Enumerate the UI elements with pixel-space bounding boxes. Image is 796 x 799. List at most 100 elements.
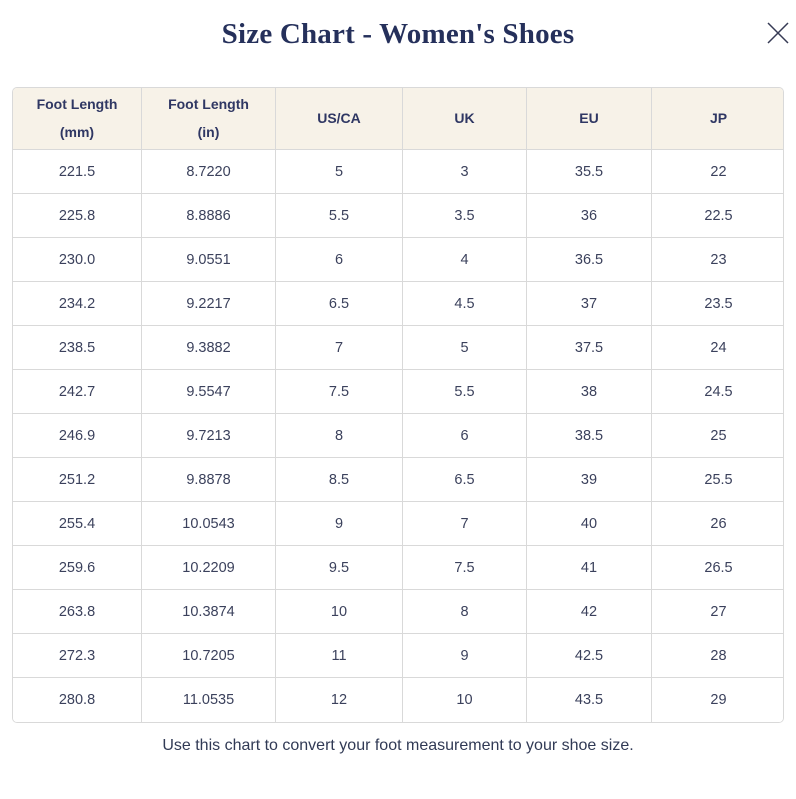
table-cell: 23.5	[652, 282, 783, 326]
table-cell: 9.5547	[142, 370, 276, 414]
table-cell: 9.8878	[142, 458, 276, 502]
table-cell: 9.3882	[142, 326, 276, 370]
table-cell: 10.3874	[142, 590, 276, 634]
table-cell: 230.0	[13, 238, 142, 282]
header-label: JP	[709, 109, 728, 126]
table-cell: 221.5	[13, 150, 142, 194]
table-cell: 24.5	[652, 370, 783, 414]
size-chart-dialog: { "dialog": { "title": "Size Chart - Wom…	[0, 18, 796, 799]
table-row: 280.8 11.0535 12 10 43.5 29	[13, 678, 783, 722]
table-cell: 8.8886	[142, 194, 276, 238]
table-row: 221.5 8.7220 5 3 35.5 22	[13, 150, 783, 194]
table-cell: 238.5	[13, 326, 142, 370]
table-cell: 41	[527, 546, 652, 590]
table-cell: 10.2209	[142, 546, 276, 590]
table-cell: 36	[527, 194, 652, 238]
table-cell: 259.6	[13, 546, 142, 590]
close-icon	[766, 21, 790, 45]
table-body: 221.5 8.7220 5 3 35.5 22 225.8 8.8886 5.5 3.5 36 22…	[13, 150, 783, 722]
table-row: 246.9 9.7213 8 6 38.5 25	[13, 414, 783, 458]
size-chart-table-container: Foot Length (mm) Foot Length (in) US/CA …	[12, 87, 784, 723]
table-cell: 225.8	[13, 194, 142, 238]
table-cell: 3.5	[403, 194, 527, 238]
table-cell: 8	[403, 590, 527, 634]
table-cell: 8.7220	[142, 150, 276, 194]
table-cell: 5.5	[276, 194, 403, 238]
table-cell: 5	[403, 326, 527, 370]
table-cell: 10	[403, 678, 527, 722]
table-cell: 6	[276, 238, 403, 282]
column-header-foot-length-mm: Foot Length (mm)	[13, 88, 142, 150]
table-cell: 10	[276, 590, 403, 634]
table-cell: 4.5	[403, 282, 527, 326]
table-row: 238.5 9.3882 7 5 37.5 24	[13, 326, 783, 370]
table-cell: 22.5	[652, 194, 783, 238]
table-cell: 22	[652, 150, 783, 194]
table-row: 234.2 9.2217 6.5 4.5 37 23.5	[13, 282, 783, 326]
table-cell: 27	[652, 590, 783, 634]
table-cell: 255.4	[13, 502, 142, 546]
table-cell: 36.5	[527, 238, 652, 282]
table-cell: 6.5	[276, 282, 403, 326]
table-cell: 10.0543	[142, 502, 276, 546]
dialog-title: Size Chart - Women's Shoes	[221, 18, 575, 50]
table-cell: 6	[403, 414, 527, 458]
table-row: 255.4 10.0543 9 7 40 26	[13, 502, 783, 546]
size-chart-table: Foot Length (mm) Foot Length (in) US/CA …	[13, 88, 783, 722]
table-cell: 280.8	[13, 678, 142, 722]
table-cell: 23	[652, 238, 783, 282]
table-cell: 40	[527, 502, 652, 546]
table-cell: 263.8	[13, 590, 142, 634]
table-cell: 242.7	[13, 370, 142, 414]
table-cell: 3	[403, 150, 527, 194]
table-cell: 8	[276, 414, 403, 458]
table-cell: 272.3	[13, 634, 142, 678]
table-row: 259.6 10.2209 9.5 7.5 41 26.5	[13, 546, 783, 590]
header-label: (mm)	[59, 123, 95, 140]
column-header-jp: JP	[652, 88, 783, 150]
table-cell: 7	[403, 502, 527, 546]
table-cell: 9.0551	[142, 238, 276, 282]
table-cell: 28	[652, 634, 783, 678]
table-cell: 9.2217	[142, 282, 276, 326]
table-cell: 42.5	[527, 634, 652, 678]
table-cell: 4	[403, 238, 527, 282]
table-cell: 11.0535	[142, 678, 276, 722]
table-cell: 37	[527, 282, 652, 326]
close-button[interactable]	[763, 18, 793, 48]
table-cell: 9	[403, 634, 527, 678]
table-cell: 234.2	[13, 282, 142, 326]
table-cell: 9	[276, 502, 403, 546]
table-cell: 9.7213	[142, 414, 276, 458]
header-label: (in)	[197, 123, 220, 140]
header-label: UK	[454, 109, 475, 126]
table-cell: 26.5	[652, 546, 783, 590]
table-cell: 35.5	[527, 150, 652, 194]
header-label: EU	[579, 109, 599, 126]
table-cell: 37.5	[527, 326, 652, 370]
table-cell: 8.5	[276, 458, 403, 502]
column-header-eu: EU	[527, 88, 652, 150]
table-cell: 26	[652, 502, 783, 546]
table-row: 242.7 9.5547 7.5 5.5 38 24.5	[13, 370, 783, 414]
table-cell: 5	[276, 150, 403, 194]
table-cell: 246.9	[13, 414, 142, 458]
table-cell: 251.2	[13, 458, 142, 502]
table-header-row: Foot Length (mm) Foot Length (in) US/CA …	[13, 88, 783, 150]
header-label: US/CA	[317, 109, 361, 126]
table-cell: 7.5	[276, 370, 403, 414]
table-cell: 7	[276, 326, 403, 370]
table-cell: 7.5	[403, 546, 527, 590]
table-row: 272.3 10.7205 11 9 42.5 28	[13, 634, 783, 678]
table-cell: 9.5	[276, 546, 403, 590]
column-header-us-ca: US/CA	[276, 88, 403, 150]
table-cell: 10.7205	[142, 634, 276, 678]
table-cell: 25.5	[652, 458, 783, 502]
table-cell: 39	[527, 458, 652, 502]
table-row: 230.0 9.0551 6 4 36.5 23	[13, 238, 783, 282]
table-cell: 29	[652, 678, 783, 722]
table-row: 251.2 9.8878 8.5 6.5 39 25.5	[13, 458, 783, 502]
table-cell: 11	[276, 634, 403, 678]
table-row: 225.8 8.8886 5.5 3.5 36 22.5	[13, 194, 783, 238]
header-label: Foot Length	[168, 96, 249, 113]
